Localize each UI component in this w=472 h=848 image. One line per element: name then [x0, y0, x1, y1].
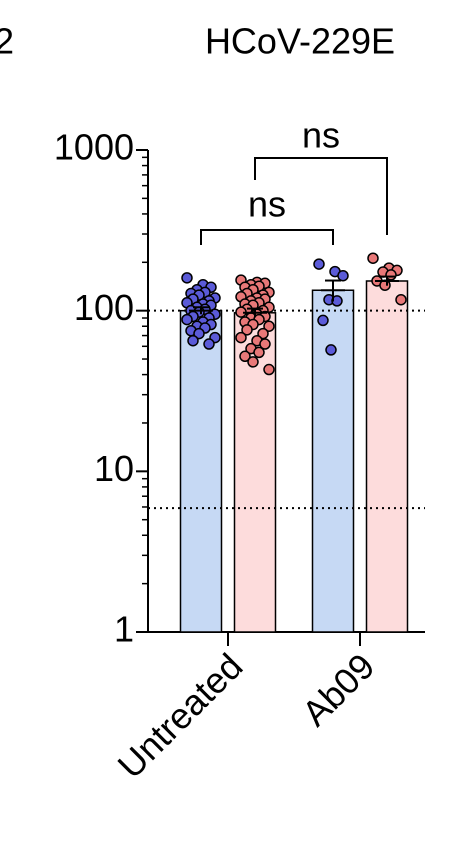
data-point	[181, 313, 193, 326]
data-point	[257, 327, 269, 340]
data-point	[325, 344, 337, 356]
chart-title: HCoV-229E	[205, 21, 395, 62]
y-tick-label: 1000	[54, 127, 134, 168]
bar	[179, 309, 223, 633]
significance-label: ns	[302, 115, 340, 156]
significance-bracket	[200, 229, 334, 245]
significance-bracket	[254, 157, 388, 235]
bar	[365, 280, 409, 633]
y-tick-label: 100	[74, 287, 134, 328]
significance-label: ns	[248, 184, 286, 225]
data-point	[337, 269, 349, 282]
data-point	[239, 350, 251, 363]
y-tick-label: 1	[114, 609, 134, 650]
data-point	[313, 258, 325, 270]
bar	[311, 289, 355, 633]
data-point	[253, 346, 265, 359]
y-tick-label: 10	[94, 448, 134, 489]
data-point	[181, 272, 193, 284]
data-point	[193, 327, 205, 340]
data-point	[259, 338, 271, 350]
data-point	[395, 293, 407, 306]
x-tick-label: Ab09	[294, 645, 382, 733]
data-point	[187, 334, 199, 347]
panel-label: 2	[0, 21, 14, 62]
x-tick-label: Untreated	[110, 645, 251, 786]
data-point	[317, 314, 329, 327]
data-point	[247, 356, 259, 368]
data-point	[263, 363, 275, 376]
data-point	[235, 331, 247, 344]
data-point	[367, 252, 379, 264]
data-point	[263, 320, 275, 332]
data-point	[241, 324, 253, 336]
data-point	[203, 338, 215, 350]
